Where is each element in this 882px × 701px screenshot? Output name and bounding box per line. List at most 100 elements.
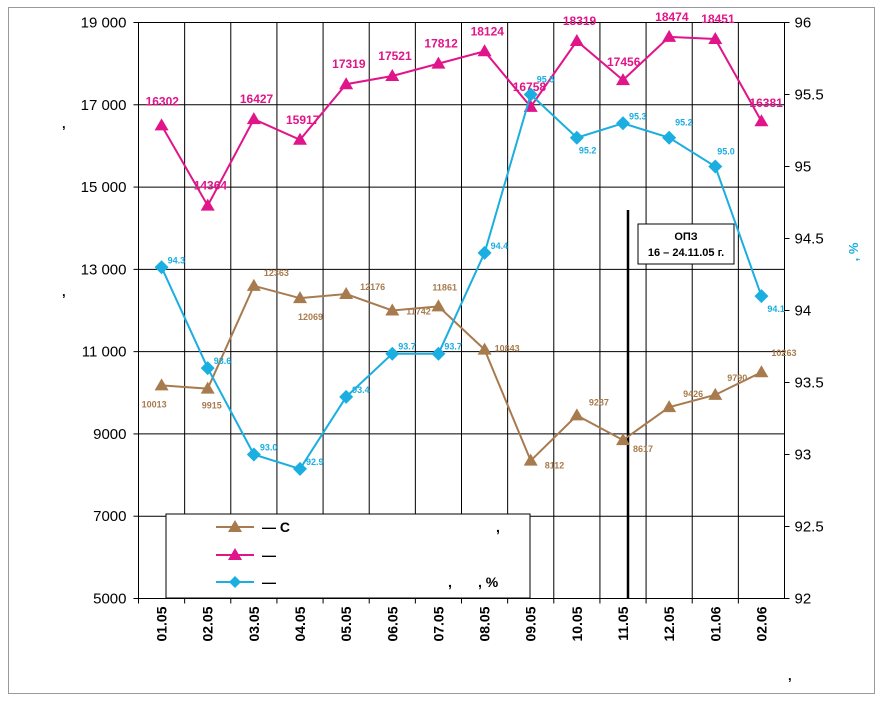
x-tick-label: 06.05 xyxy=(384,606,400,641)
series-0-data-label: 10013 xyxy=(142,399,167,409)
x-tick-label: 05.05 xyxy=(338,606,354,641)
legend-label-blue-unit: , % xyxy=(478,574,499,590)
right-tick-label: 92 xyxy=(795,591,812,608)
series-1-point xyxy=(154,118,169,131)
series-0-data-label: 8112 xyxy=(545,461,565,471)
stray-comma-2: , xyxy=(62,284,66,299)
series-1-data-label: 17812 xyxy=(424,37,458,51)
series-0-point xyxy=(246,278,261,291)
series-2-data-label: 95.2 xyxy=(675,118,693,128)
series-1-point xyxy=(754,114,769,127)
x-tick-label: 04.05 xyxy=(292,606,308,641)
right-tick-label: 96 xyxy=(795,15,812,32)
series-0-point xyxy=(200,381,215,394)
left-tick-label: 15 000 xyxy=(81,179,127,196)
grid xyxy=(138,22,785,599)
series-2-data-label: 94.1 xyxy=(767,304,785,314)
series-0-point xyxy=(662,400,677,413)
right-tick-label: 93.5 xyxy=(795,375,824,392)
series-2-point xyxy=(523,87,538,102)
series-0-data-label: 9287 xyxy=(589,397,609,407)
series-1-data-label: 17319 xyxy=(332,57,366,71)
series-0-point xyxy=(154,378,169,391)
series-2-data-label: 93.7 xyxy=(444,342,462,352)
series-1-data-label: 16758 xyxy=(513,80,547,94)
legend-label-blue-comma: , xyxy=(448,574,452,590)
series-1-point xyxy=(569,34,584,47)
series-1-point xyxy=(246,112,261,125)
series-0-data-label: 9426 xyxy=(683,389,703,399)
left-tick-label: 13 000 xyxy=(81,261,127,278)
series-2-point xyxy=(246,447,261,462)
legend-triangle-brown-icon xyxy=(228,520,242,532)
series-0-data-label: 12176 xyxy=(360,282,385,292)
series-line-2 xyxy=(160,92,763,471)
legend-label-blue: — xyxy=(262,574,276,590)
series-1-point xyxy=(662,29,677,42)
series-0-point xyxy=(523,453,538,466)
series-1-data-label: 17456 xyxy=(607,55,641,69)
series-0-point xyxy=(569,408,584,421)
series-2-data-label: 93.6 xyxy=(214,356,232,366)
legend-item-brown: — С , xyxy=(216,519,500,535)
series-0-point xyxy=(754,365,769,378)
series-0-data-label: 10843 xyxy=(495,344,520,354)
legend-label-brown: — С xyxy=(262,519,290,535)
legend-item-blue: — , , % xyxy=(216,574,499,590)
left-axis-ticks: 5000 7000 9000 11 000 13 000 15 000 17 000 19 0… xyxy=(81,15,139,608)
series-1-data-label: 18124 xyxy=(471,24,505,38)
series-1-data-label: 18319 xyxy=(563,14,597,28)
series-0-data-label: 8617 xyxy=(633,444,653,454)
right-axis-label: , % xyxy=(846,242,861,261)
series-layer: 10013 9915 12363 12069 12176 11742 11861 10843 8… xyxy=(142,10,796,476)
right-tick-label: 94 xyxy=(795,303,812,320)
x-tick-label: 02.05 xyxy=(200,606,216,641)
series-0-point xyxy=(385,303,400,316)
x-tick-label: 02.06 xyxy=(753,606,769,641)
series-2-data-label: 92.9 xyxy=(306,457,324,467)
series-1-data-label: 18451 xyxy=(701,12,735,26)
x-tick-label: 08.05 xyxy=(477,606,493,641)
series-0-data-label: 12363 xyxy=(264,268,289,278)
series-2-point xyxy=(569,130,584,145)
series-0-data-label: 11742 xyxy=(406,307,431,317)
series-1-data-label: 15917 xyxy=(286,113,320,127)
left-tick-label: 5000 xyxy=(93,591,126,608)
series-1-data-label: 16427 xyxy=(240,92,274,106)
x-axis-ticks: 01.05 02.05 03.05 04.05 05.05 06.05 07.05 08.05… xyxy=(138,598,769,642)
series-1-point xyxy=(385,68,400,81)
right-tick-label: 94.5 xyxy=(795,231,824,248)
series-0-data-label: 11861 xyxy=(432,282,457,292)
series-2-data-label: 94.4 xyxy=(491,241,509,251)
series-2-data-label: 93.4 xyxy=(352,385,370,395)
series-1-data-label: 16302 xyxy=(146,94,180,108)
left-tick-label: 19 000 xyxy=(81,15,127,32)
left-tick-label: 11 000 xyxy=(82,344,127,361)
series-1-data-label: 14364 xyxy=(194,179,228,193)
legend-label-pink: — xyxy=(262,547,276,563)
series-0-data-label: 9915 xyxy=(202,401,222,411)
legend-diamond-blue-icon xyxy=(229,576,241,588)
annotation-line1: ОПЗ xyxy=(674,231,697,243)
right-tick-label: 93 xyxy=(795,447,812,464)
left-tick-label: 17 000 xyxy=(81,97,127,114)
series-2-data-label: 94.3 xyxy=(168,255,186,265)
legend-triangle-pink-icon xyxy=(228,548,242,560)
series-line-1 xyxy=(160,35,763,208)
series-1-data-label: 18474 xyxy=(655,10,689,24)
annotation-line2: 16 – 24.11.05 г. xyxy=(648,247,724,259)
series-2-data-label: 93.0 xyxy=(260,443,278,453)
series-0-point xyxy=(339,287,354,300)
series-2-point xyxy=(708,159,723,174)
series-0-point xyxy=(431,299,446,312)
series-1-point xyxy=(477,44,492,57)
series-2-point xyxy=(200,361,215,376)
x-tick-label: 12.05 xyxy=(661,606,677,641)
series-1-point xyxy=(431,56,446,69)
series-2-point xyxy=(477,245,492,260)
series-1-point xyxy=(708,31,723,44)
series-line-0 xyxy=(161,284,762,463)
right-tick-label: 92.5 xyxy=(795,519,824,536)
x-tick-label: 11.05 xyxy=(615,606,631,640)
